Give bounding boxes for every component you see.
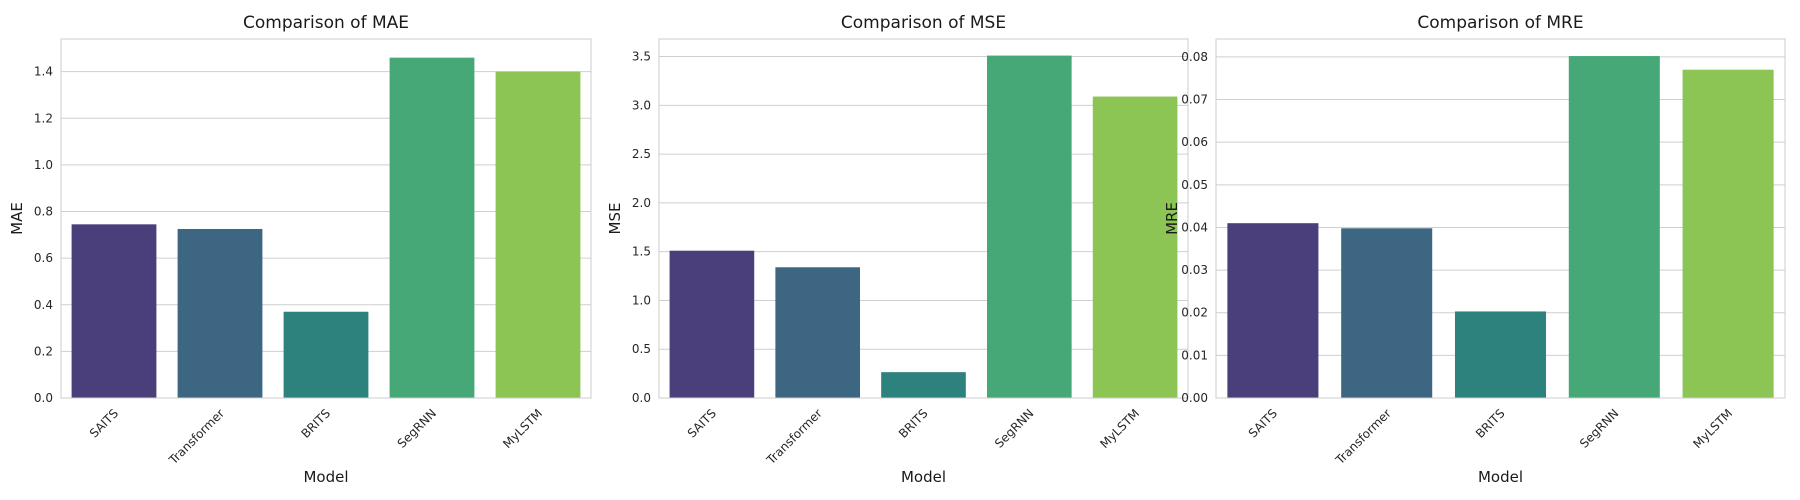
- y-tick-label: 0.08: [1181, 50, 1208, 64]
- x-tick-label: SAITS: [685, 406, 719, 440]
- bar-saits: [1227, 223, 1319, 398]
- chart-panel-0: 0.0 0.2 0.4 0.6 0.8 1.0 1.2 1.4 SAITS Transformer…: [8, 13, 592, 486]
- x-axis-label: Model: [901, 468, 946, 486]
- x-tick-label: Transformer: [1332, 406, 1394, 468]
- y-tick-label: 0.05: [1181, 178, 1208, 192]
- y-tick-label: 0.04: [1181, 220, 1208, 234]
- y-tick-label: 0.06: [1181, 135, 1208, 149]
- plot-frame: [1215, 38, 1786, 399]
- y-tick-label: 0.4: [34, 298, 53, 312]
- y-tick-label: 0.8: [34, 205, 53, 219]
- y-tick-label: 0.2: [34, 344, 53, 358]
- x-tick-label: BRITS: [298, 406, 333, 441]
- y-tick-label: 0.01: [1181, 348, 1208, 362]
- y-tick-label: 0.02: [1181, 306, 1208, 320]
- x-tick-label: SegRNN: [992, 406, 1036, 450]
- y-tick-label: 3.5: [632, 50, 651, 64]
- x-axis-label: Model: [303, 468, 348, 486]
- x-tick-label: MyLSTM: [1097, 406, 1142, 451]
- x-tick-label: Transformer: [166, 406, 228, 468]
- x-tick-label: BRITS: [1473, 406, 1508, 441]
- x-tick-label: BRITS: [896, 406, 931, 441]
- x-tick-label: MyLSTM: [500, 406, 545, 451]
- plot-frame: [658, 38, 1189, 399]
- x-tick-label: Transformer: [763, 406, 825, 468]
- bar-brits: [881, 372, 966, 398]
- bar-saits: [71, 224, 157, 398]
- bar-brits: [283, 311, 369, 398]
- x-tick-label: MyLSTM: [1690, 406, 1735, 451]
- y-tick-label: 2.5: [632, 147, 651, 161]
- chart-title: Comparison of MAE: [243, 13, 409, 33]
- y-tick-label: 0.6: [34, 251, 53, 265]
- y-tick-label: 0.5: [632, 342, 651, 356]
- bar-mylstm: [1092, 96, 1178, 398]
- y-tick-label: 0.03: [1181, 263, 1208, 277]
- bar-saits: [669, 250, 755, 398]
- y-tick-label: 1.5: [632, 245, 651, 259]
- y-axis-label: MRE: [1163, 202, 1181, 235]
- x-axis-label: Model: [1478, 468, 1523, 486]
- y-tick-label: 0.00: [1181, 391, 1208, 405]
- x-tick-label: SAITS: [1246, 406, 1280, 440]
- plot-frame: [60, 38, 592, 399]
- bar-segrnn: [986, 55, 1072, 399]
- chart-panel-1: 0.0 0.5 1.0 1.5 2.0 2.5 3.0 3.5 SAITS Transformer…: [606, 13, 1189, 486]
- y-tick-label: 1.2: [34, 111, 53, 125]
- y-tick-label: 2.0: [632, 196, 651, 210]
- y-tick-label: 1.4: [34, 65, 53, 79]
- y-axis-label: MAE: [8, 202, 26, 235]
- y-tick-label: 3.0: [632, 98, 651, 112]
- x-tick-label: SegRNN: [1577, 406, 1621, 450]
- x-tick-label: SAITS: [87, 406, 121, 440]
- bar-segrnn: [1568, 56, 1660, 399]
- bar-transformer: [1341, 228, 1433, 398]
- chart-title: Comparison of MRE: [1417, 13, 1583, 33]
- bar-mylstm: [1682, 69, 1774, 398]
- chart-title: Comparison of MSE: [841, 13, 1006, 33]
- bar-segrnn: [389, 57, 475, 398]
- y-tick-label: 0.0: [34, 391, 53, 405]
- y-axis-label: MSE: [606, 203, 624, 235]
- bar-transformer: [177, 228, 263, 398]
- y-tick-label: 1.0: [632, 293, 651, 307]
- y-tick-label: 0.0: [632, 391, 651, 405]
- y-tick-label: 0.07: [1181, 93, 1208, 107]
- x-tick-label: SegRNN: [395, 406, 439, 450]
- y-tick-label: 1.0: [34, 158, 53, 172]
- bar-brits: [1454, 311, 1547, 398]
- bar-transformer: [775, 267, 861, 398]
- chart-panel-2: 0.00 0.01 0.02 0.03 0.04 0.05 0.06 0.07 0.08 SAIT…: [1163, 13, 1786, 486]
- bar-mylstm: [495, 71, 581, 399]
